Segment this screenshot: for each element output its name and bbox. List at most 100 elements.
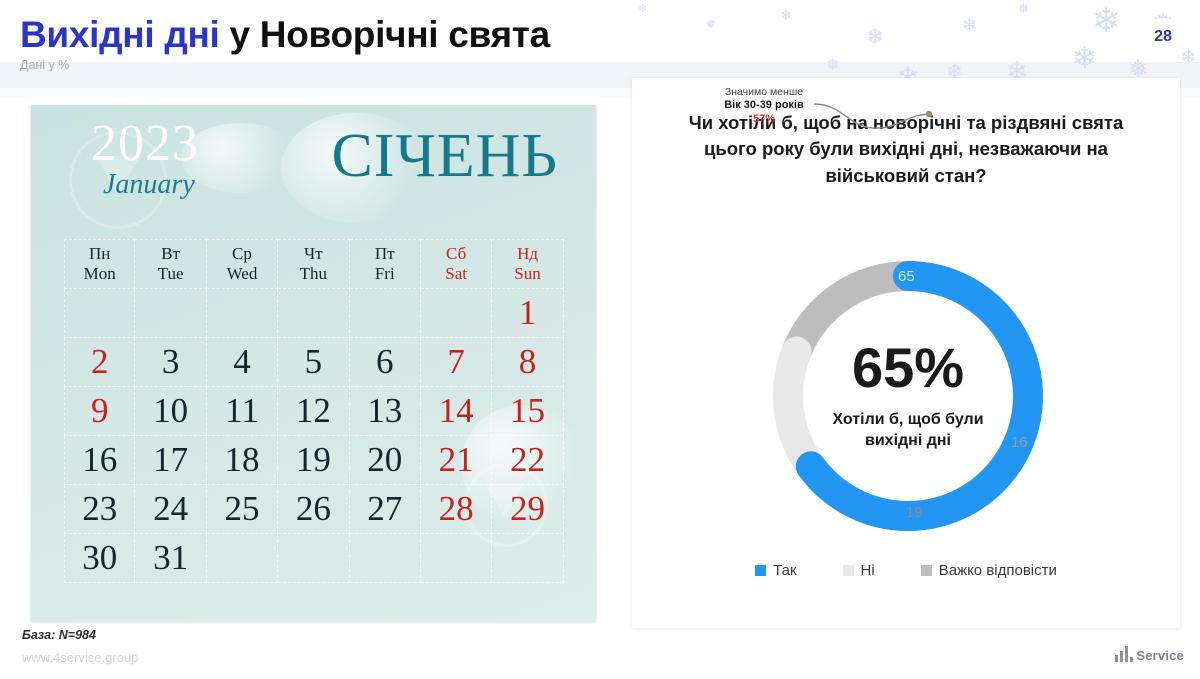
- bar-chart-icon: [1115, 646, 1134, 662]
- calendar-day-cell: 19: [278, 436, 350, 485]
- chart-legend: Так Ні Важко відповісти: [632, 562, 1180, 579]
- legend-label-no: Ні: [860, 562, 875, 579]
- snowflake-icon: ❄: [1092, 2, 1121, 40]
- survey-question: Чи хотіли б, щоб на новорічні та різдвян…: [688, 112, 1124, 186]
- weekday-short: Пн: [89, 244, 111, 264]
- snowflake-icon: ❄: [866, 24, 885, 49]
- weekday-en: Fri: [374, 264, 395, 283]
- calendar-day-cell: 13: [349, 387, 421, 436]
- calendar-day-cell: [206, 534, 279, 583]
- page-title: Вихідні дні у Новорічні свята: [20, 14, 550, 56]
- calendar-week-row: 30 31: [64, 534, 564, 583]
- calendar-day-cell: 27: [349, 485, 421, 534]
- calendar-day-cell: [135, 289, 207, 338]
- site-url: www.4service.group: [22, 650, 139, 665]
- snowflake-icon: ❄: [780, 7, 792, 23]
- calendar-day-cell: 3: [135, 338, 207, 387]
- page-title-rest: у Новорічні свята: [219, 14, 551, 55]
- legend-item-yes[interactable]: Так: [755, 562, 797, 579]
- january-calendar-image: 2023 January СІЧЕНЬ Пн Mon Вт Tue Ср Wed Чт…: [31, 105, 596, 621]
- calendar-day-cell: 28: [420, 485, 493, 534]
- calendar-day-cell: 23: [64, 485, 136, 534]
- calendar-week-row: 23 24 25 26 27 28 29: [64, 485, 564, 534]
- weekday-en: Tue: [157, 264, 184, 283]
- calendar-day-cell: 24: [135, 485, 207, 534]
- calendar-day-cell: [349, 289, 421, 338]
- calendar-day-cell: 7: [420, 338, 493, 387]
- calendar-watermark-icon: [69, 131, 167, 229]
- weekday-en: Sun: [514, 264, 541, 283]
- legend-item-hard-to-answer[interactable]: Важко відповісти: [920, 562, 1057, 579]
- calendar-day-cell: [349, 534, 421, 583]
- weekday-header-cell: Вт Tue: [135, 239, 207, 289]
- annotation-line-1: Значимо менше: [724, 86, 804, 98]
- calendar-day-cell: 26: [278, 485, 350, 534]
- calendar-day-cell: 4: [206, 338, 279, 387]
- calendar-day-cell: 9: [64, 387, 136, 436]
- calendar-day-cell: 31: [135, 534, 207, 583]
- calendar-day-cell: 8: [492, 338, 564, 387]
- weekday-en: Mon: [83, 264, 116, 283]
- donut-label-no: 16: [1011, 434, 1028, 451]
- calendar-day-cell: [206, 289, 279, 338]
- calendar-month-en: January: [103, 169, 195, 200]
- legend-swatch-no: [842, 565, 854, 576]
- weekday-short: Вт: [161, 244, 180, 264]
- legend-label-hard-to-answer: Важко відповісти: [938, 562, 1057, 579]
- calendar-month-ua: СІЧЕНЬ: [331, 122, 558, 190]
- calendar-day-cell: 17: [135, 436, 207, 485]
- weekday-short: Сб: [446, 244, 467, 264]
- donut-segment-no[interactable]: [773, 261, 1043, 531]
- weekday-en: Sat: [445, 264, 468, 283]
- base-note: База: N=984: [22, 628, 96, 642]
- calendar-day-cell: 14: [420, 387, 493, 436]
- calendar-week-row: 2 3 4 5 6 7 8: [64, 338, 564, 387]
- page-title-highlight: Вихідні дні: [20, 14, 220, 55]
- page-number-badge: 28: [1144, 18, 1182, 56]
- brand-logo: Service: [1115, 646, 1184, 662]
- weekday-short: Ср: [232, 244, 252, 264]
- snowflake-icon: ❅: [1018, 1, 1029, 16]
- survey-panel: Чи хотіли б, щоб на новорічні та різдвян…: [632, 78, 1180, 628]
- calendar-day-cell: 5: [278, 338, 350, 387]
- donut-chart: 65% Хотіли б, щоб були вихідні дні 65 16…: [758, 246, 1058, 546]
- calendar-day-cell: [492, 534, 564, 583]
- weekday-short: Нд: [517, 244, 538, 264]
- weekday-header-cell: Чт Thu: [278, 239, 350, 289]
- weekday-header-cell: Пн Mon: [64, 239, 136, 289]
- calendar-day-cell: [420, 534, 493, 583]
- donut-label-yes: 65: [898, 268, 915, 285]
- annotation-line-2: Вік 30-39 років: [724, 99, 804, 112]
- weekday-header-cell: Ср Wed: [206, 239, 279, 289]
- snowflake-icon: ❅: [706, 17, 717, 31]
- calendar-day-cell: 29: [492, 485, 564, 534]
- calendar-week-row: 1: [64, 289, 564, 338]
- calendar-day-cell: 11: [206, 387, 279, 436]
- calendar-year: 2023: [91, 115, 199, 172]
- calendar-weekday-header-row: Пн Mon Вт Tue Ср Wed Чт Thu Пт Fri Сб Sat Нд Su…: [64, 239, 564, 289]
- calendar-day-cell: 25: [206, 485, 279, 534]
- calendar-day-cell: 15: [492, 387, 564, 436]
- calendar-week-row: 9 10 11 12 13 14 15: [64, 387, 564, 436]
- donut-segment-yes[interactable]: [773, 261, 1043, 531]
- calendar-day-cell: [278, 534, 350, 583]
- annotation-leader-line: [813, 103, 933, 129]
- calendar-day-cell: 20: [349, 436, 421, 485]
- weekday-en: Thu: [299, 264, 328, 283]
- calendar-day-cell: [420, 289, 493, 338]
- weekday-header-cell: Пт Fri: [349, 239, 421, 289]
- legend-swatch-yes: [755, 565, 767, 576]
- weekday-short: Пт: [374, 244, 395, 264]
- donut-label-hard-to-answer: 19: [906, 504, 923, 521]
- weekday-header-cell: Нд Sun: [492, 239, 564, 289]
- snowflake-icon: ❅: [826, 57, 840, 74]
- calendar-header: 2023 January СІЧЕНЬ: [31, 105, 596, 225]
- calendar-day-cell: 10: [135, 387, 207, 436]
- page-header: Вихідні дні у Новорічні свята Дані у %: [20, 14, 550, 72]
- weekday-header-cell: Сб Sat: [420, 239, 493, 289]
- calendar-day-cell: [278, 289, 350, 338]
- legend-item-no[interactable]: Ні: [842, 562, 875, 579]
- calendar-day-cell: 22: [492, 436, 564, 485]
- page-subtitle: Дані у %: [20, 58, 70, 72]
- significance-annotation: Значимо менше Вік 30-39 років 57%: [704, 86, 824, 127]
